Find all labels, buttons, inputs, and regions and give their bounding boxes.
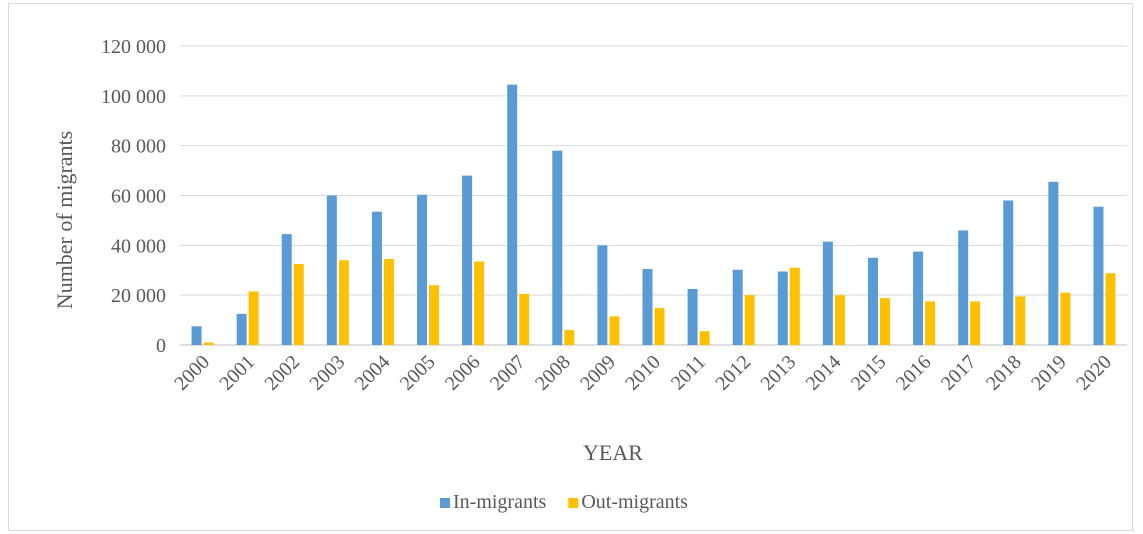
bar-out-migrants-2001 bbox=[248, 291, 259, 345]
bar-out-migrants-2014 bbox=[834, 295, 845, 345]
bar-in-migrants-2008 bbox=[552, 150, 563, 345]
bar-in-migrants-2017 bbox=[958, 230, 969, 345]
gridlines bbox=[180, 45, 1127, 346]
bar-in-migrants-2009 bbox=[597, 245, 608, 345]
bar-out-migrants-2016 bbox=[925, 301, 936, 345]
bar-in-migrants-2011 bbox=[687, 288, 698, 345]
x-tick-label: 2008 bbox=[531, 351, 575, 395]
x-tick-label: 2001 bbox=[215, 351, 259, 395]
bar-in-migrants-2018 bbox=[1003, 200, 1014, 345]
y-tick-label: 100 000 bbox=[101, 86, 166, 108]
x-tick-label: 2019 bbox=[1027, 351, 1071, 395]
x-tick-label: 2010 bbox=[621, 351, 665, 395]
x-tick-label: 2018 bbox=[982, 351, 1026, 395]
x-tick-label: 2003 bbox=[306, 351, 350, 395]
bar-out-migrants-2003 bbox=[338, 260, 349, 345]
bar-out-migrants-2007 bbox=[519, 293, 530, 345]
bar-out-migrants-2008 bbox=[564, 330, 575, 345]
x-tick-label: 2017 bbox=[937, 351, 981, 395]
bar-out-migrants-2019 bbox=[1060, 292, 1071, 345]
bar-out-migrants-2018 bbox=[1015, 296, 1026, 345]
legend-swatch bbox=[568, 498, 579, 508]
legend: In-migrants Out-migrants bbox=[440, 491, 688, 513]
legend-label: Out-migrants bbox=[581, 491, 688, 513]
x-tick-label: 2014 bbox=[802, 351, 846, 395]
bar-out-migrants-2020 bbox=[1105, 273, 1116, 345]
x-tick-label: 2000 bbox=[170, 351, 214, 395]
y-tick-label: 80 000 bbox=[111, 136, 166, 158]
bar-out-migrants-2015 bbox=[879, 298, 890, 345]
bar-out-migrants-2009 bbox=[609, 316, 620, 345]
bar-out-migrants-2012 bbox=[744, 295, 755, 345]
chart-frame bbox=[8, 3, 1133, 531]
y-tick-label: 0 bbox=[156, 335, 166, 357]
bar-in-migrants-2001 bbox=[236, 313, 247, 345]
x-tick-labels: 2000 2001 2002 2003 2004 2005 2006 2007 2008 2009… bbox=[170, 351, 1116, 395]
x-tick-label: 2002 bbox=[260, 351, 304, 395]
y-axis-title: Number of migrants bbox=[52, 131, 77, 309]
bar-in-migrants-2015 bbox=[867, 257, 878, 345]
bar-out-migrants-2006 bbox=[474, 261, 485, 345]
y-tick-label: 40 000 bbox=[111, 235, 166, 257]
x-tick-label: 2011 bbox=[667, 351, 710, 394]
x-tick-label: 2015 bbox=[847, 351, 891, 395]
x-tick-label: 2016 bbox=[892, 351, 936, 395]
y-tick-label: 20 000 bbox=[111, 285, 166, 307]
x-tick-label: 2020 bbox=[1072, 351, 1116, 395]
bar-in-migrants-2003 bbox=[326, 195, 337, 345]
bar-out-migrants-2000 bbox=[203, 342, 214, 345]
bar-in-migrants-2019 bbox=[1048, 181, 1059, 345]
bar-in-migrants-2013 bbox=[777, 271, 788, 345]
bar-in-migrants-2002 bbox=[281, 234, 292, 345]
legend-label: In-migrants bbox=[453, 491, 547, 513]
bar-in-migrants-2000 bbox=[191, 326, 202, 345]
bar-in-migrants-2014 bbox=[822, 241, 833, 345]
x-tick-label: 2013 bbox=[756, 351, 800, 395]
y-tick-labels: 0 20 000 40 000 60 000 80 000 100 000 120 000 bbox=[101, 36, 166, 357]
bar-in-migrants-2007 bbox=[507, 84, 518, 345]
bar-in-migrants-2005 bbox=[417, 194, 428, 345]
x-tick-label: 2012 bbox=[711, 351, 755, 395]
bar-in-migrants-2016 bbox=[913, 251, 924, 345]
bar-out-migrants-2011 bbox=[699, 331, 710, 345]
bar-in-migrants-2004 bbox=[371, 211, 382, 345]
x-tick-label: 2004 bbox=[351, 351, 395, 395]
bar-out-migrants-2017 bbox=[970, 301, 981, 345]
x-tick-label: 2005 bbox=[396, 351, 440, 395]
y-tick-label: 60 000 bbox=[111, 186, 166, 208]
bars bbox=[191, 84, 1116, 345]
legend-swatch bbox=[440, 498, 450, 508]
x-tick-label: 2006 bbox=[441, 351, 485, 395]
bar-in-migrants-2012 bbox=[732, 269, 743, 345]
x-axis-title: YEAR bbox=[583, 440, 643, 465]
bar-out-migrants-2005 bbox=[429, 285, 440, 345]
bar-out-migrants-2004 bbox=[383, 259, 394, 345]
bar-in-migrants-2010 bbox=[642, 269, 653, 345]
x-tick-label: 2009 bbox=[576, 351, 620, 395]
bar-out-migrants-2010 bbox=[654, 308, 665, 345]
y-tick-label: 120 000 bbox=[101, 36, 166, 58]
bar-in-migrants-2006 bbox=[462, 175, 473, 345]
bar-out-migrants-2002 bbox=[293, 264, 304, 345]
x-tick-label: 2007 bbox=[486, 351, 530, 395]
bar-out-migrants-2013 bbox=[789, 267, 800, 345]
bar-in-migrants-2020 bbox=[1093, 206, 1104, 345]
